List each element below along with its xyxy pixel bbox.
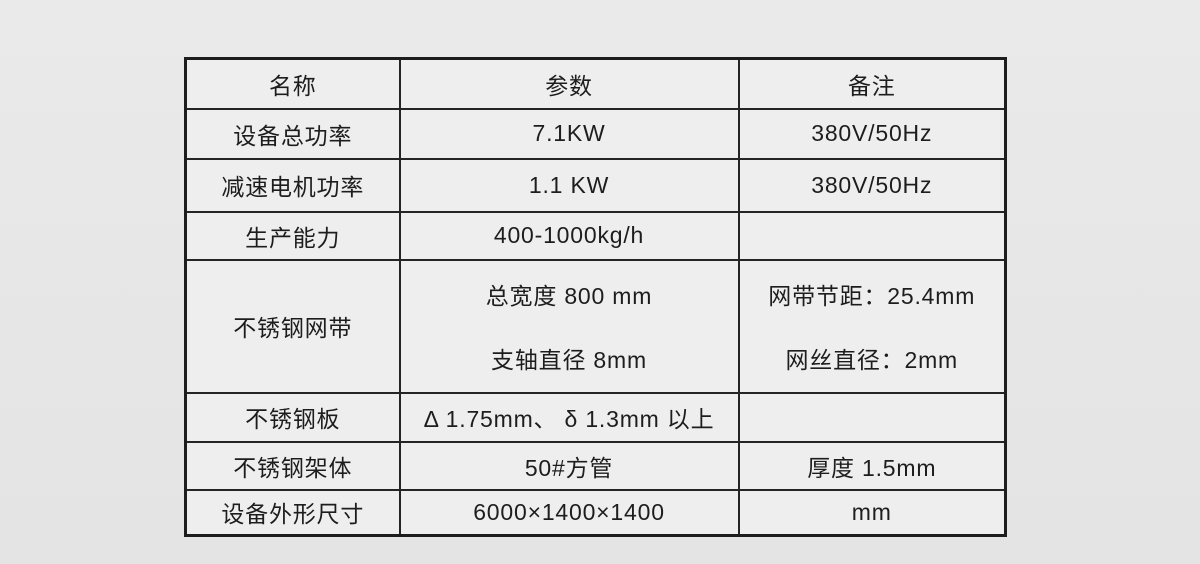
remark-cell: mm [737,488,1007,537]
table-row: 不锈钢架体 50#方管 厚度 1.5mm [184,440,1007,491]
remark-line: 网带节距：25.4mm [768,283,976,309]
param-cell: 总宽度 800 mm 支轴直径 8mm [398,258,740,394]
spec-table: 名称 参数 备注 设备总功率 7.1KW 380V/50Hz 减速电机功率 1.… [184,57,1007,537]
table-row: 设备总功率 7.1KW 380V/50Hz [184,107,1007,160]
param-cell: 6000×1400×1400 [398,488,740,537]
table-row: 生产能力 400-1000kg/h [184,210,1007,261]
column-header-param: 参数 [398,57,740,110]
remark-cell: 380V/50Hz [737,107,1007,160]
name-cell: 减速电机功率 [184,157,401,213]
table-row: 不锈钢网带 总宽度 800 mm 支轴直径 8mm 网带节距：25.4mm 网丝… [184,258,1007,394]
header-row: 名称 参数 备注 [184,57,1007,110]
column-header-remark: 备注 [737,57,1007,110]
param-cell: 400-1000kg/h [398,210,740,261]
name-cell: 设备外形尺寸 [184,488,401,537]
name-cell: 不锈钢板 [184,391,401,443]
remark-cell [737,210,1007,261]
name-cell: 设备总功率 [184,107,401,160]
remark-cell: 网带节距：25.4mm 网丝直径：2mm [737,258,1007,394]
name-cell: 生产能力 [184,210,401,261]
param-cell: 50#方管 [398,440,740,491]
param-line: 总宽度 800 mm [485,283,653,309]
remark-cell: 380V/50Hz [737,157,1007,213]
name-cell: 不锈钢网带 [184,258,401,394]
table-row: 不锈钢板 Δ 1.75mm、 δ 1.3mm 以上 [184,391,1007,443]
remark-cell [737,391,1007,443]
table-row: 设备外形尺寸 6000×1400×1400 mm [184,488,1007,537]
param-cell: Δ 1.75mm、 δ 1.3mm 以上 [398,391,740,443]
name-cell: 不锈钢架体 [184,440,401,491]
param-line: 支轴直径 8mm [491,347,647,373]
table-row: 减速电机功率 1.1 KW 380V/50Hz [184,157,1007,213]
remark-cell: 厚度 1.5mm [737,440,1007,491]
remark-line: 网丝直径：2mm [785,347,958,373]
column-header-name: 名称 [184,57,401,110]
param-cell: 7.1KW [398,107,740,160]
param-cell: 1.1 KW [398,157,740,213]
